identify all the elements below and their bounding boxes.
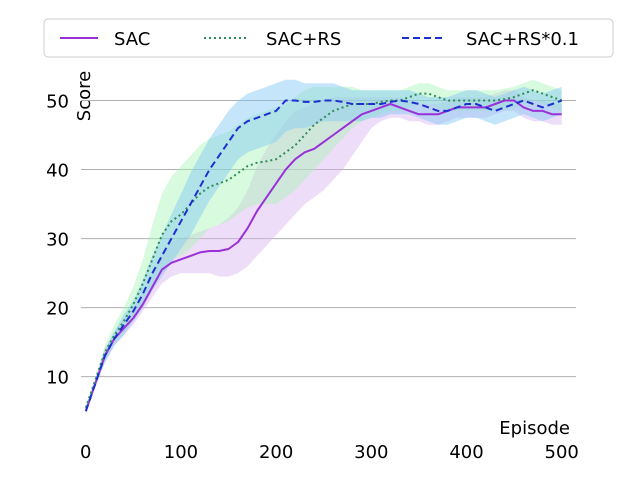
x-tick-label-100: 100 xyxy=(164,442,198,463)
legend-label-sac-rs: SAC+RS xyxy=(266,29,341,50)
x-tick-label-300: 300 xyxy=(354,442,388,463)
y-tick-label-50: 50 xyxy=(46,92,69,113)
x-tick-label-500: 500 xyxy=(545,442,579,463)
series-lines xyxy=(84,89,563,412)
x-tick-label-200: 200 xyxy=(259,442,293,463)
legend-frame xyxy=(43,18,614,58)
band-sac-rs xyxy=(85,79,562,412)
legend-label-sac-rs-0-1: SAC+RS*0.1 xyxy=(466,29,579,50)
y-tick-label-20: 20 xyxy=(46,299,69,320)
x-axis-ticks: 0 100 200 300 400 500 xyxy=(80,442,579,463)
line-sac-rs-0-1 xyxy=(84,99,563,412)
band-sac-rs-0-1 xyxy=(85,79,562,415)
line-sac xyxy=(84,99,562,412)
y-tick-label-40: 40 xyxy=(46,161,69,182)
legend: SAC SAC+RS SAC+RS*0.1 xyxy=(43,18,614,58)
x-axis-label: Episode xyxy=(499,418,570,439)
y-tick-label-30: 30 xyxy=(46,230,69,251)
y-axis-ticks: 10 20 30 40 50 xyxy=(46,92,69,389)
band-sac xyxy=(85,90,562,412)
legend-label-sac: SAC xyxy=(114,29,150,50)
confidence-bands xyxy=(85,79,562,415)
y-tick-label-10: 10 xyxy=(46,368,69,389)
y-axis-label: Score xyxy=(74,71,95,121)
x-tick-label-400: 400 xyxy=(449,442,483,463)
x-tick-label-0: 0 xyxy=(80,442,91,463)
